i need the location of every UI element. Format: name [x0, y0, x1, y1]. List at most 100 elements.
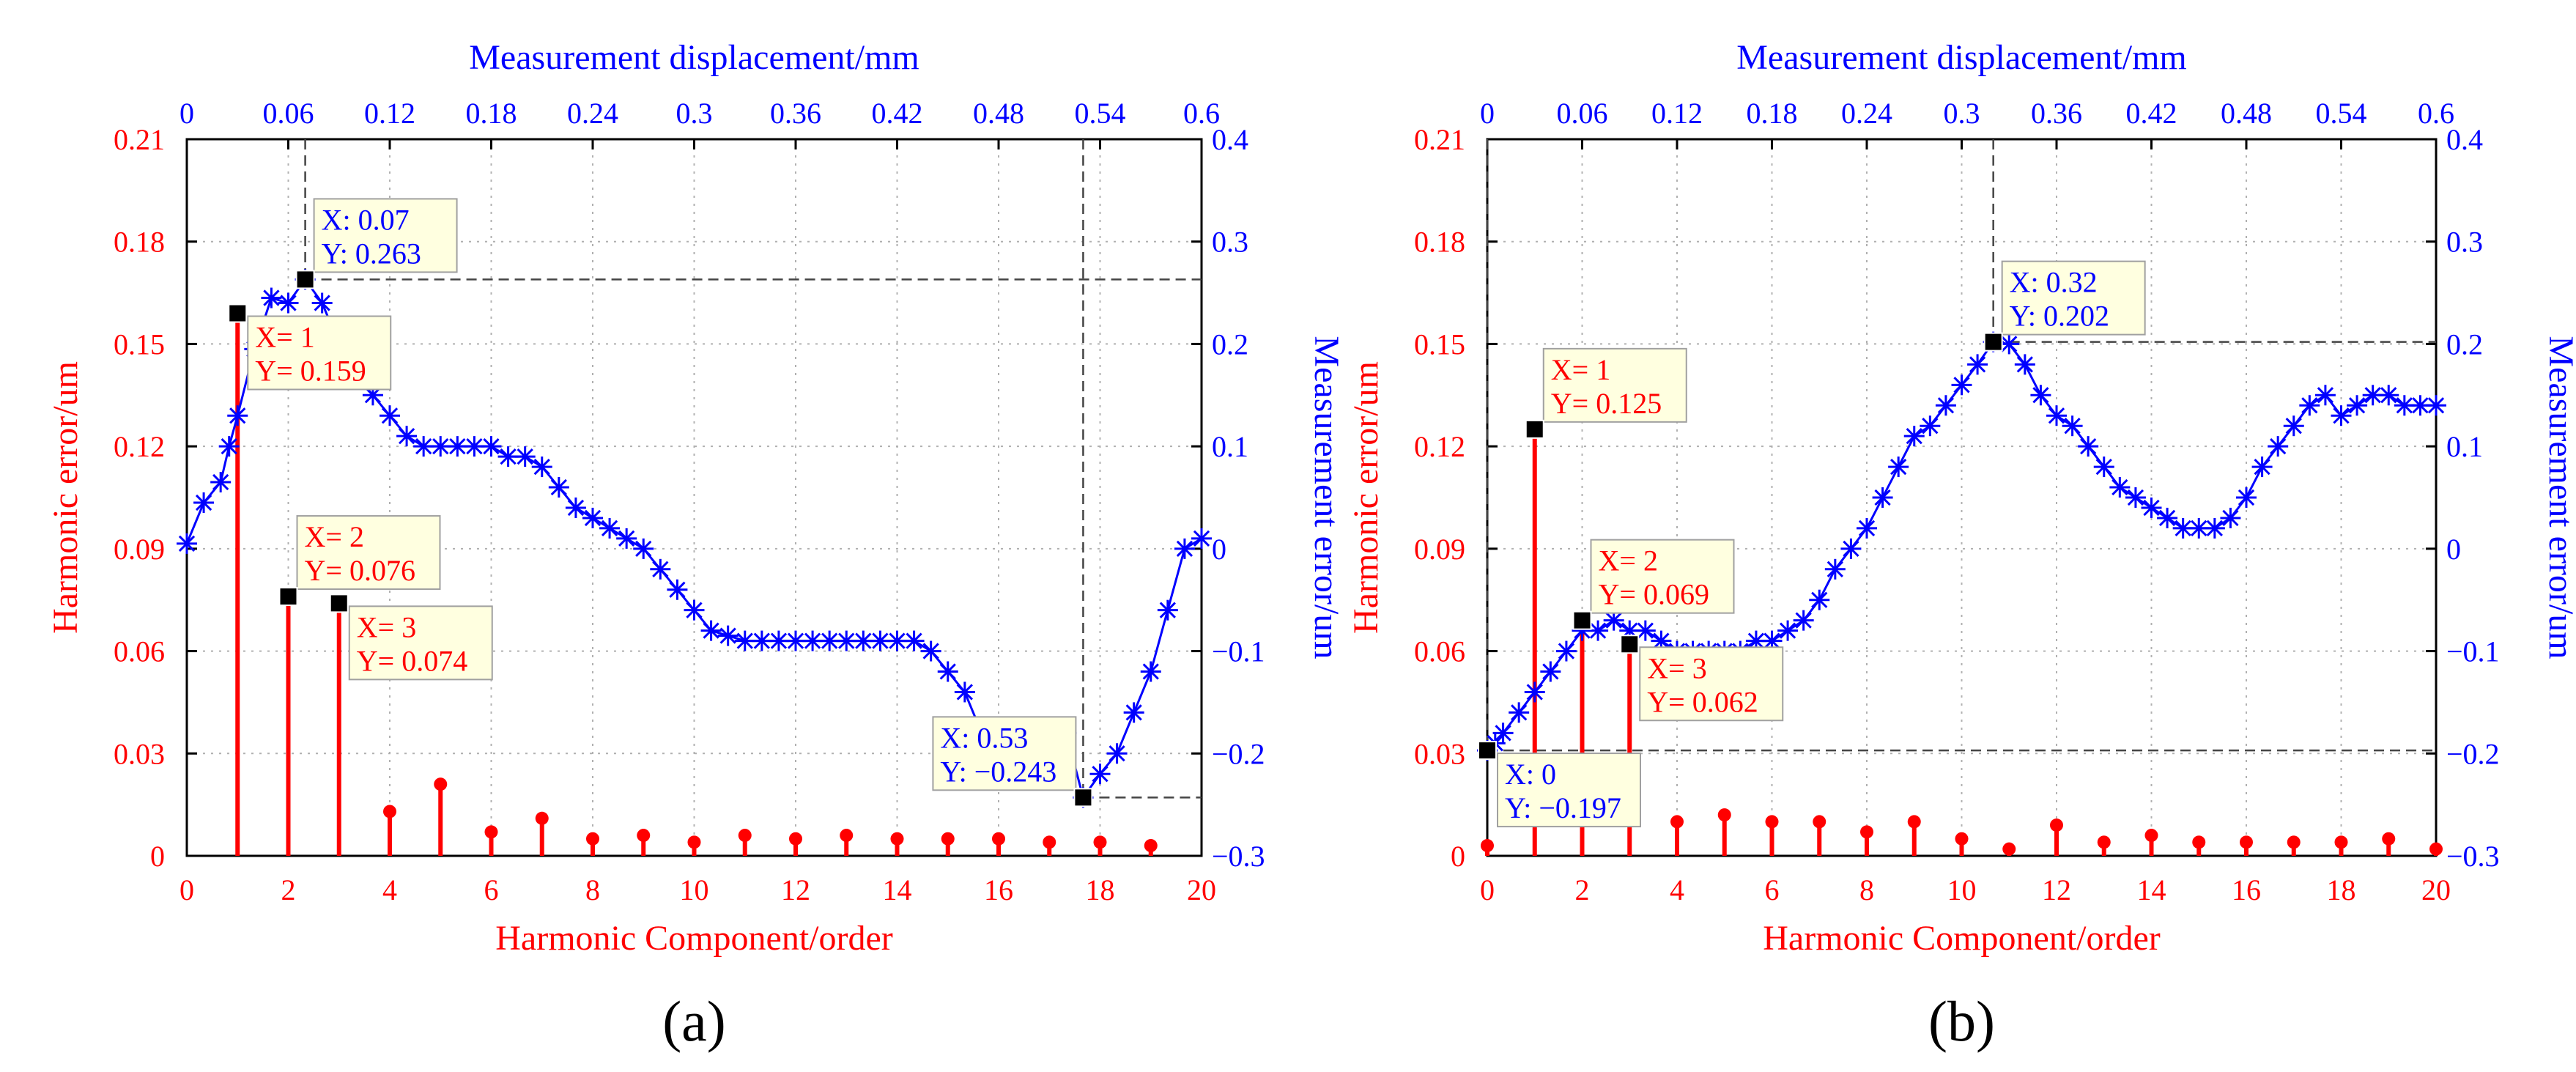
harmonic-stem-marker [586, 832, 599, 846]
data-tip: X: 0Y: −0.197 [1478, 741, 1641, 828]
measurement-point [2283, 415, 2304, 437]
data-tip-box [1639, 646, 1784, 722]
measurement-point [227, 405, 248, 426]
measurement-point [1872, 487, 1893, 508]
data-tip-marker [228, 303, 248, 323]
harmonic-stem-marker [2429, 842, 2443, 856]
x-tick-label: 12 [781, 873, 810, 906]
harmonic-stem-marker [1717, 808, 1731, 822]
measurement-point [2426, 395, 2446, 416]
x2-tick-label: 0.12 [1651, 97, 1703, 130]
measurement-point [1920, 415, 1941, 437]
measurement-point [1935, 395, 1956, 416]
measurement-point [531, 456, 552, 478]
x2-tick-label: 0.54 [1075, 97, 1126, 130]
data-tip-box [2001, 260, 2146, 336]
y-right-tick-label: 0.4 [1212, 123, 1248, 156]
x2-tick-label: 0.36 [770, 97, 821, 130]
harmonic-stems [231, 306, 1158, 856]
harmonic-stem-marker [535, 811, 549, 825]
x-tick-label: 0 [179, 873, 194, 906]
y-left-tick-label: 0.21 [114, 123, 165, 156]
data-tip-x-text: X= 1 [1551, 353, 1610, 386]
data-tip-y-text: Y: −0.243 [940, 755, 1056, 788]
data-tip-y-text: Y= 0.076 [305, 554, 415, 587]
measurement-point [920, 640, 941, 662]
y-left-tick-label: 0.15 [1414, 328, 1465, 361]
harmonic-stem-marker [2050, 818, 2063, 832]
measurement-point [1588, 620, 1609, 641]
harmonic-stem-marker [1093, 835, 1107, 849]
measurement-point [954, 681, 975, 703]
harmonic-stem-marker [1765, 815, 1779, 829]
harmonic-stem-marker [687, 835, 701, 849]
x2-tick-label: 0.24 [567, 97, 618, 130]
y-left-tick-label: 0.09 [114, 533, 165, 566]
x-tick-label: 20 [1187, 873, 1216, 906]
measurement-point [667, 579, 688, 600]
y-left-tick-label: 0.18 [1414, 226, 1465, 259]
y-right-tick-label: 0.4 [2446, 123, 2483, 156]
x2-tick-label: 0 [1480, 97, 1495, 130]
x-tick-label: 8 [1859, 873, 1874, 906]
y-right-axis-label: Measurement error/um [1307, 336, 1346, 659]
y-left-tick-label: 0 [1451, 840, 1465, 873]
measurement-point [1903, 426, 1925, 447]
x-tick-label: 16 [2232, 873, 2261, 906]
x2-tick-label: 0.12 [364, 97, 415, 130]
x-tick-label: 18 [1086, 873, 1115, 906]
data-tip-box [247, 315, 392, 391]
measurement-point [1761, 630, 1783, 651]
data-tip-box [296, 515, 441, 591]
y-right-tick-label: 0.3 [1212, 226, 1248, 259]
measurement-point [1123, 702, 1144, 723]
y-left-tick-label: 0 [150, 840, 165, 873]
harmonic-stem-marker [941, 832, 955, 846]
x2-tick-label: 0.18 [466, 97, 517, 130]
harmonic-stem-marker [1813, 815, 1826, 829]
measurement-point [650, 558, 671, 580]
measurement-point [2141, 497, 2162, 518]
harmonic-stem-marker [434, 777, 448, 791]
measurement-point [1840, 538, 1862, 559]
data-tip-marker [1620, 635, 1640, 654]
harmonic-stem-marker [1144, 839, 1158, 853]
measurement-point [311, 292, 333, 314]
x-tick-label: 14 [883, 873, 912, 906]
measurement-point [210, 472, 232, 493]
x-tick-label: 12 [2042, 873, 2071, 906]
measurement-point [2347, 395, 2368, 416]
x2-axis-label: Measurement displacement/mm [469, 38, 919, 77]
ticks: 0 2 4 6 8 10 12 14 16 18 20 0 0.06 0.12 0.18 0.24 0.3 0.3… [1414, 97, 2500, 906]
panel-label: (b) [1928, 989, 1995, 1053]
measurement-point [2062, 415, 2083, 437]
y-right-tick-label: 0.1 [2446, 430, 2483, 463]
measurement-point [700, 620, 722, 641]
y-right-tick-label: 0.3 [2446, 226, 2483, 259]
x2-tick-label: 0.54 [2316, 97, 2367, 130]
x2-tick-label: 0.42 [872, 97, 923, 130]
y-right-tick-label: 0 [2446, 533, 2461, 566]
measurement-point [278, 292, 299, 314]
chart-panel-a: 0 2 4 6 8 10 12 14 16 18 20 0 0.06 0.12 0.18 0.24 0.3 0.3… [46, 38, 1346, 1053]
x-tick-label: 18 [2327, 873, 2356, 906]
measurement-point [684, 599, 705, 621]
measurement-point [2299, 395, 2320, 416]
y-right-tick-label: 0.2 [2446, 328, 2483, 361]
data-tip-box [313, 198, 458, 273]
measurement-point [2331, 405, 2352, 426]
x2-tick-label: 0.36 [2031, 97, 2082, 130]
measurement-point [218, 436, 240, 457]
data-tip-marker [1525, 419, 1544, 439]
panel-label: (a) [662, 989, 726, 1053]
data-tip-box [932, 716, 1077, 791]
harmonic-stem-marker [2097, 835, 2111, 849]
y-left-tick-label: 0.15 [114, 328, 165, 361]
data-tip-reference-lines [304, 139, 1202, 799]
data-tip-marker [1073, 788, 1093, 807]
data-tip-marker [1572, 610, 1592, 630]
y-left-tick-label: 0.03 [1414, 737, 1465, 770]
x-tick-label: 4 [1670, 873, 1684, 906]
chart-panel-b: 0 2 4 6 8 10 12 14 16 18 20 0 0.06 0.12 0.18 0.24 0.3 0.3… [1347, 38, 2576, 1053]
measurement-point [1951, 374, 1972, 396]
